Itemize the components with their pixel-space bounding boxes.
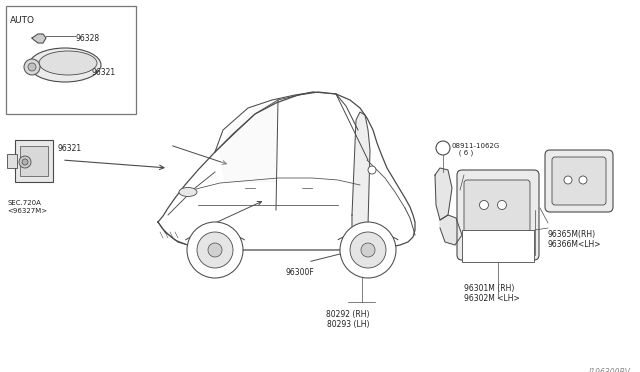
FancyBboxPatch shape — [552, 157, 606, 205]
Ellipse shape — [39, 51, 97, 75]
Text: 96394(RH)
96395(LH): 96394(RH) 96395(LH) — [464, 233, 506, 252]
Text: 80292 (RH)
80293 (LH): 80292 (RH) 80293 (LH) — [326, 310, 370, 329]
Text: 96300F: 96300F — [285, 268, 314, 277]
Text: J196300BV: J196300BV — [588, 368, 630, 372]
Circle shape — [22, 159, 28, 165]
FancyBboxPatch shape — [545, 150, 613, 212]
Text: 96365M(RH)
96366M<LH>: 96365M(RH) 96366M<LH> — [548, 230, 602, 249]
Bar — [6, 6, 136, 114]
Polygon shape — [220, 100, 278, 182]
Circle shape — [28, 63, 36, 71]
Text: 96301M (RH)
96302M <LH>: 96301M (RH) 96302M <LH> — [464, 284, 520, 304]
Circle shape — [497, 201, 506, 209]
Bar — [7, 154, 17, 168]
Circle shape — [579, 176, 587, 184]
Text: 08911-1062G
   ( 6 ): 08911-1062G ( 6 ) — [452, 143, 500, 157]
Bar — [20, 146, 48, 176]
FancyBboxPatch shape — [15, 140, 53, 182]
Bar — [462, 230, 534, 262]
Text: 96321: 96321 — [91, 68, 115, 77]
Text: 96321: 96321 — [57, 144, 81, 153]
Circle shape — [350, 232, 386, 268]
Circle shape — [361, 243, 375, 257]
Circle shape — [436, 141, 450, 155]
Text: SEC.720A
<96327M>: SEC.720A <96327M> — [7, 200, 47, 214]
FancyBboxPatch shape — [457, 170, 539, 260]
Polygon shape — [435, 168, 452, 220]
Polygon shape — [440, 215, 462, 245]
Ellipse shape — [29, 48, 101, 82]
Circle shape — [187, 222, 243, 278]
Circle shape — [564, 176, 572, 184]
FancyBboxPatch shape — [464, 180, 530, 252]
Circle shape — [208, 243, 222, 257]
Circle shape — [368, 166, 376, 174]
Text: N: N — [440, 145, 446, 151]
Circle shape — [24, 59, 40, 75]
Polygon shape — [32, 34, 46, 43]
Polygon shape — [352, 112, 370, 238]
Ellipse shape — [179, 187, 197, 196]
Circle shape — [19, 156, 31, 168]
Circle shape — [340, 222, 396, 278]
Circle shape — [479, 201, 488, 209]
Text: SEC.800A: SEC.800A — [465, 172, 499, 178]
Text: 96328: 96328 — [76, 34, 100, 43]
Circle shape — [197, 232, 233, 268]
Text: AUTO: AUTO — [10, 16, 35, 25]
